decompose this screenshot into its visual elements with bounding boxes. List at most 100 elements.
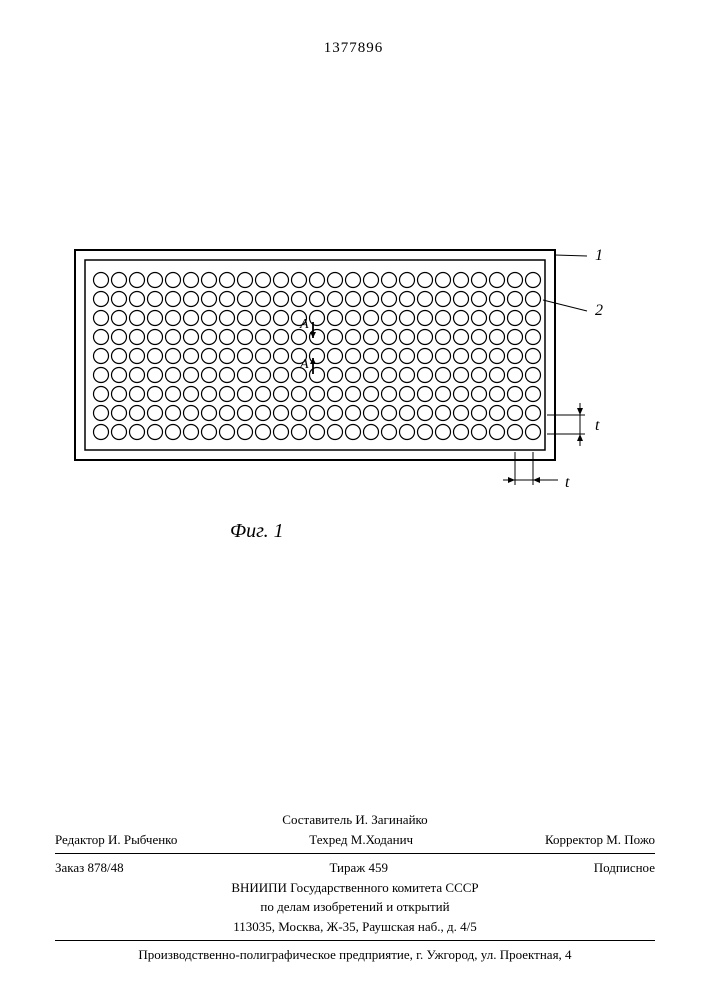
grid-circle [508,349,523,364]
grid-circle [112,387,127,402]
grid-circle [400,330,415,345]
grid-circle [472,311,487,326]
callout-label: 2 [595,302,603,319]
grid-circle [472,349,487,364]
grid-circle [310,273,325,288]
grid-circle [148,292,163,307]
figure-1: 12 AA t t [65,240,625,500]
grid-circle [130,292,145,307]
grid-circle [148,425,163,440]
grid-circle [454,368,469,383]
grid-circle [274,273,289,288]
grid-circle [418,349,433,364]
grid-circle [238,425,253,440]
grid-circle [418,425,433,440]
grid-circle [166,292,181,307]
grid-circle [220,349,235,364]
grid-circle [364,425,379,440]
order-row: Заказ 878/48 Тираж 459 Подписное [55,858,655,878]
grid-circle [472,330,487,345]
grid-circle [418,330,433,345]
grid-circle [508,368,523,383]
callout-label: 1 [595,247,603,264]
grid-circle [400,349,415,364]
grid-circle [130,368,145,383]
grid-circle [292,425,307,440]
colophon: Составитель И. Загинайко Редактор И. Рыб… [55,810,655,965]
grid-circle [346,292,361,307]
grid-circle [310,387,325,402]
grid-circle [184,387,199,402]
grid-circle [238,311,253,326]
grid-circle [508,273,523,288]
grid-circle [130,387,145,402]
grid-circle [400,406,415,421]
grid-circle [202,292,217,307]
grid-circle [346,425,361,440]
grid-circle [526,292,541,307]
grid-circle [184,349,199,364]
grid-circle [220,330,235,345]
grid-circle [130,349,145,364]
compiler-line: Составитель И. Загинайко [55,810,655,830]
grid-circle [184,425,199,440]
grid-circle [256,330,271,345]
grid-circle [526,368,541,383]
grid-circle [400,368,415,383]
grid-circle [94,273,109,288]
grid-circle [166,349,181,364]
grid-circle [202,368,217,383]
grid-circle [382,368,397,383]
grid-circle [202,349,217,364]
grid-circle [364,349,379,364]
grid-circle [472,387,487,402]
techred: Техред М.Ходанич [309,830,413,850]
grid-circle [130,311,145,326]
grid-circle [166,387,181,402]
grid-circle [436,273,451,288]
grid-circle [526,311,541,326]
grid-circle [508,292,523,307]
callouts: 12 [543,247,603,319]
grid-circle [238,406,253,421]
grid-circle [436,387,451,402]
printer: Производственно-полиграфическое предприя… [55,945,655,965]
grid-circle [112,330,127,345]
grid-circle [508,311,523,326]
grid-circle [328,425,343,440]
grid-circle [292,273,307,288]
grid-circle [94,368,109,383]
grid-circle [364,273,379,288]
grid-circle [418,273,433,288]
grid-circle [346,330,361,345]
dim-t-horizontal: t [503,452,570,491]
grid-circle [292,292,307,307]
grid-circle [418,406,433,421]
grid-circle [292,406,307,421]
grid-circle [184,330,199,345]
grid-circle [346,349,361,364]
grid-circle [382,425,397,440]
grid-circle [310,368,325,383]
grid-circle [130,330,145,345]
grid-circle [130,273,145,288]
grid-circle [526,349,541,364]
grid-circle [238,292,253,307]
grid-circle [274,406,289,421]
grid-circle [526,425,541,440]
grid-circle [274,349,289,364]
grid-circle [364,387,379,402]
grid-circle [184,292,199,307]
grid-circle [220,425,235,440]
grid-circle [94,311,109,326]
section-mark-label: A [299,317,309,332]
grid-circle [328,311,343,326]
grid-circle [310,406,325,421]
grid-circle [436,330,451,345]
grid-circle [364,330,379,345]
grid-circle [256,406,271,421]
grid-circle [112,273,127,288]
grid-circle [274,330,289,345]
grid-circle [238,349,253,364]
grid-circle [382,387,397,402]
